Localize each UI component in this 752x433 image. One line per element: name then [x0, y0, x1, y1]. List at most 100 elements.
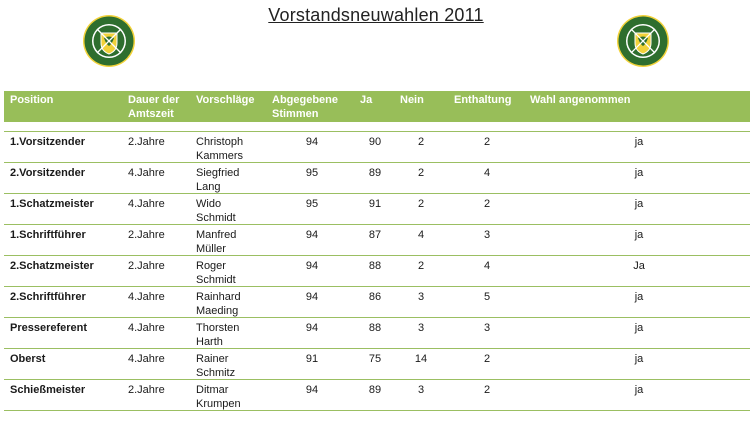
header-abgegebene: Abgegebene Stimmen [272, 94, 339, 120]
table-body: 1.Vorsitzender 2.Jahre Christoph Kammers 94 9… [4, 132, 750, 411]
header-ja: Ja [360, 94, 373, 106]
header-vorschlaege: Vorschläge [196, 94, 255, 106]
cell-name2: Maeding [196, 305, 239, 317]
cell-wahl: ja [634, 136, 644, 148]
cell-name2: Schmitz [196, 367, 236, 379]
cell-enthaltung: 3 [483, 229, 491, 241]
cell-nein: 2 [417, 167, 425, 179]
cell-enthaltung: 4 [483, 167, 491, 179]
cell-name1: Thorsten [196, 322, 240, 334]
club-logo-left [82, 14, 136, 68]
cell-position: 1.Vorsitzender [10, 136, 85, 148]
cell-name1: Ditmar [196, 384, 229, 396]
table-row: 2.Vorsitzender 4.Jahre Siegfried Lang 95 89 2 4… [4, 163, 750, 194]
cell-ja: 91 [368, 198, 382, 210]
cell-position: Schießmeister [10, 384, 86, 396]
cell-nein: 14 [414, 353, 428, 365]
cell-enthaltung: 3 [483, 322, 491, 334]
cell-abgegebene: 94 [305, 322, 319, 334]
cell-ja: 89 [368, 167, 382, 179]
table-row: Schießmeister 2.Jahre Ditmar Krumpen 94 89 3 2 j… [4, 380, 750, 411]
cell-position: 2.Schatzmeister [10, 260, 94, 272]
cell-name1: Rainhard [196, 291, 241, 303]
cell-name2: Lang [196, 181, 221, 193]
cell-ja: 86 [368, 291, 382, 303]
cell-nein: 2 [417, 136, 425, 148]
header-wahl: Wahl angenommen [530, 94, 631, 106]
cell-name1: Roger [196, 260, 226, 272]
cell-dauer: 2.Jahre [128, 384, 165, 396]
cell-dauer: 4.Jahre [128, 353, 165, 365]
header-position: Position [10, 94, 54, 106]
page-title: Vorstandsneuwahlen 2011 [268, 5, 484, 25]
table-row: 1.Schriftführer 2.Jahre Manfred Müller 94 87 4… [4, 225, 750, 256]
cell-ja: 88 [368, 322, 382, 334]
cell-name2: Harth [196, 336, 223, 348]
cell-nein: 2 [417, 198, 425, 210]
cell-dauer: 2.Jahre [128, 136, 165, 148]
cell-nein: 4 [417, 229, 425, 241]
cell-name1: Rainer [196, 353, 229, 365]
cell-dauer: 2.Jahre [128, 260, 165, 272]
cell-wahl: ja [634, 322, 644, 334]
table-row: 1.Vorsitzender 2.Jahre Christoph Kammers 94 9… [4, 132, 750, 163]
club-emblem-icon [617, 15, 669, 67]
cell-enthaltung: 2 [483, 384, 491, 396]
cell-nein: 3 [417, 322, 425, 334]
header-nein: Nein [400, 94, 424, 106]
cell-dauer: 4.Jahre [128, 167, 165, 179]
cell-name2: Krumpen [196, 398, 241, 410]
cell-name2: Schmidt [196, 274, 236, 286]
cell-dauer: 4.Jahre [128, 322, 165, 334]
cell-position: 1.Schatzmeister [10, 198, 94, 210]
cell-wahl: ja [634, 384, 644, 396]
cell-dauer: 4.Jahre [128, 291, 165, 303]
election-results-table: Position Dauer der Amtszeit Vorschläge A… [4, 91, 750, 411]
cell-position: Oberst [10, 353, 46, 365]
cell-position: 2.Schriftführer [10, 291, 86, 303]
cell-position: 1.Schriftführer [10, 229, 86, 241]
cell-name2: Kammers [196, 150, 244, 162]
cell-abgegebene: 94 [305, 136, 319, 148]
cell-abgegebene: 95 [305, 167, 319, 179]
table-row: 1.Schatzmeister 4.Jahre Wido Schmidt 95 91 2 2 j… [4, 194, 750, 225]
cell-nein: 3 [417, 384, 425, 396]
cell-wahl: ja [634, 229, 644, 241]
cell-abgegebene: 94 [305, 260, 319, 272]
cell-name1: Christoph [196, 136, 244, 148]
table-row: Oberst 4.Jahre Rainer Schmitz 91 75 14 2 ja [4, 349, 750, 380]
cell-enthaltung: 2 [483, 198, 491, 210]
cell-position: Pressereferent [10, 322, 88, 334]
cell-enthaltung: 2 [483, 353, 491, 365]
cell-nein: 3 [417, 291, 425, 303]
table-header: Position Dauer der Amtszeit Vorschläge A… [4, 91, 750, 122]
cell-name2: Müller [196, 243, 226, 255]
cell-abgegebene: 91 [305, 353, 319, 365]
header-spacer [4, 122, 750, 132]
cell-wahl: ja [634, 167, 644, 179]
cell-enthaltung: 2 [483, 136, 491, 148]
cell-wahl: Ja [633, 260, 645, 272]
cell-nein: 2 [417, 260, 425, 272]
cell-abgegebene: 94 [305, 291, 319, 303]
cell-ja: 88 [368, 260, 382, 272]
cell-enthaltung: 4 [483, 260, 491, 272]
cell-wahl: ja [634, 353, 644, 365]
cell-wahl: ja [634, 291, 644, 303]
cell-name1: Wido [196, 198, 222, 210]
cell-ja: 75 [368, 353, 382, 365]
cell-dauer: 2.Jahre [128, 229, 165, 241]
cell-wahl: ja [634, 198, 644, 210]
header-dauer: Dauer der Amtszeit [128, 94, 180, 120]
cell-name2: Schmidt [196, 212, 236, 224]
club-emblem-icon [83, 15, 135, 67]
cell-ja: 89 [368, 384, 382, 396]
cell-name1: Manfred [196, 229, 237, 241]
cell-name1: Siegfried [196, 167, 240, 179]
cell-enthaltung: 5 [483, 291, 491, 303]
cell-ja: 87 [368, 229, 382, 241]
cell-position: 2.Vorsitzender [10, 167, 85, 179]
cell-dauer: 4.Jahre [128, 198, 165, 210]
cell-abgegebene: 94 [305, 384, 319, 396]
cell-abgegebene: 95 [305, 198, 319, 210]
